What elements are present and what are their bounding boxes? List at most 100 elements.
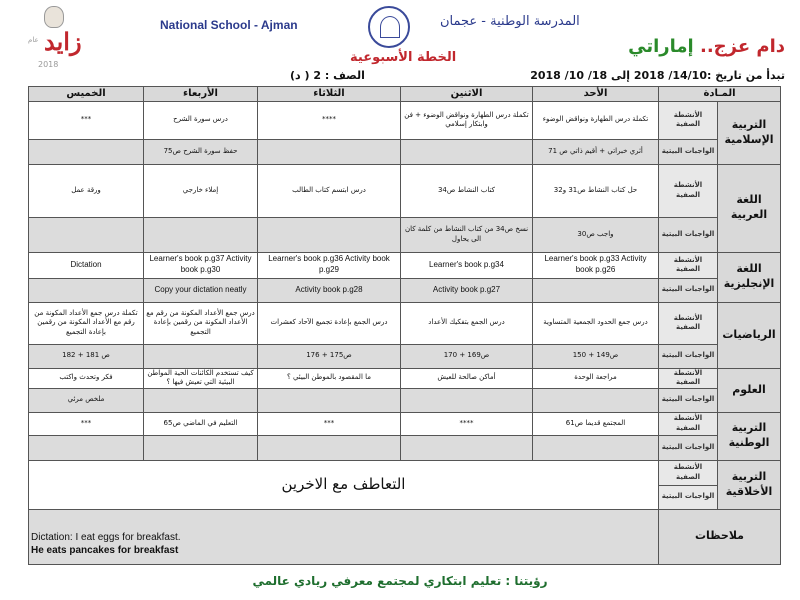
home-cell (143, 434, 258, 461)
class-cell: *** (28, 100, 144, 140)
type-home: الواجبات البيتية (657, 277, 719, 303)
class-cell: حل كتاب النشاط ص31 و32 (532, 163, 659, 218)
class-cell: مراجعة الوحدة (532, 367, 659, 389)
home-row: الواجبات البيتية ملخص مرئي (28, 387, 781, 413)
home-cell: ص169 + 170 (400, 343, 533, 369)
type-home: الواجبات البيتية (657, 387, 719, 413)
notes-label: ملاحظات (657, 508, 782, 565)
home-cell (257, 216, 401, 253)
subject-name: اللغة الإنجليزية (717, 251, 782, 303)
class-row: العلوم الأنشطة الصفية مراجعة الوحدة أماكن ص… (28, 367, 782, 413)
class-cell: إملاء خارجي (143, 163, 258, 218)
page-title: الخطة الأسبوعية (350, 50, 457, 65)
class-cell: أماكن صالحة للعيش (400, 367, 533, 389)
subject-name: الرياضيات (717, 301, 782, 369)
class-cell: فكر وتحدث واكتب (28, 367, 144, 389)
home-row: الواجبات البيتية Activity book p.g27 Activ… (28, 277, 781, 303)
class-cell: **** (257, 100, 401, 140)
logo-year: 2018 (38, 60, 59, 69)
home-cell: ص149 + 150 (532, 343, 659, 369)
class-cell: درس ابتسم كتاب الطالب (257, 163, 401, 218)
home-cell: ملخص مرئي (28, 387, 144, 413)
portrait-icon (44, 6, 64, 28)
date-range: تبدأ من تاريخ :14/10/ 2018 إلى 18/ 10/ 2… (530, 69, 785, 82)
type-home: الواجبات البيتية (657, 343, 719, 369)
slogan-red: دام عزج.. (699, 36, 785, 57)
subject-name: العلوم (717, 367, 782, 413)
home-cell (28, 434, 144, 461)
home-cell (532, 387, 659, 413)
home-cell: ص175 + 176 (257, 343, 401, 369)
subject-name: اللغة العربية (717, 163, 782, 253)
class-cell: تكملة درس الطهارة ونواقض الوضوء (532, 100, 659, 140)
home-cell (28, 138, 144, 165)
home-cell (400, 387, 533, 413)
class-cell: ما المقصود بالموطن البيئي ؟ (257, 367, 401, 389)
home-cell (257, 138, 401, 165)
type-class: الأنشطة الصفية (657, 163, 719, 218)
col-sunday: الأحد (532, 86, 659, 102)
home-cell (28, 216, 144, 253)
notes-line: Dictation: I eat eggs for breakfast. (31, 531, 181, 543)
type-home: الواجبات البيتية (657, 216, 719, 253)
class-row: الرياضيات الأنشطة الصفية درس جمع الحدود ال… (28, 301, 782, 369)
home-cell: نسخ ص34 من كتاب النشاط من كلمة كان الى ي… (400, 216, 533, 253)
zayed-year-logo: عام زايد 2018 (28, 6, 82, 70)
class-row: التربية الوطنية الأنشطة الصفية المجتمع قدي… (28, 411, 782, 461)
class-cell: كيف تستخدم الكائنات الحية المواطن البيئي… (143, 367, 258, 389)
school-emblem-icon (368, 6, 410, 48)
home-cell: واجب ص30 (532, 216, 659, 253)
type-class: الأنشطة الصفية (657, 459, 719, 486)
class-cell: درس الجمع بتفكيك الأعداد (400, 301, 533, 345)
notes-row: ملاحظات Dictation: I eat eggs for breakfa… (28, 508, 782, 565)
class-cell: *** (257, 411, 401, 436)
type-class: الأنشطة الصفية (657, 301, 719, 345)
logo-prefix: عام (28, 36, 39, 44)
home-cell (143, 216, 258, 253)
home-cell (400, 434, 533, 461)
home-cell (28, 277, 144, 303)
home-cell (257, 434, 401, 461)
class-cell: المجتمع قديما ص61 (532, 411, 659, 436)
slogan-green: إماراتي (628, 36, 694, 57)
moral-content: التعاطف مع الاخرين (28, 459, 659, 510)
class-cell: *** (28, 411, 144, 436)
type-home: الواجبات البيتية (657, 138, 719, 165)
class-row: اللغة الإنجليزية الأنشطة الصفية Learner's … (28, 251, 782, 303)
home-cell (400, 138, 533, 165)
class-row: اللغة العربية الأنشطة الصفية حل كتاب النشا… (28, 163, 782, 253)
class-cell: Learner's book p.g37 Activity book p.g30 (143, 251, 258, 279)
subject-name: التربية الأخلاقية (717, 459, 782, 510)
class-cell: Learner's book p.g36 Activity book p.g29 (257, 251, 401, 279)
school-name-en: National School - Ajman (160, 18, 298, 32)
class-cell: درس جمع الأعداد المكونة من رقم مع الأعدا… (143, 301, 258, 345)
type-class: الأنشطة الصفية (657, 367, 719, 389)
home-cell (257, 387, 401, 413)
home-cell (532, 434, 659, 461)
col-tuesday: الثلاثاء (257, 86, 401, 102)
school-name-ar: المدرسة الوطنية - عجمان (440, 14, 580, 29)
home-row: الواجبات البيتية (28, 434, 781, 461)
header-row: المـادة الأحد الاثنين الثلاثاء الأربعاء … (28, 86, 782, 102)
type-class: الأنشطة الصفية (657, 100, 719, 140)
class-cell: درس سورة الشرح (143, 100, 258, 140)
col-subject: المـادة (657, 86, 782, 102)
moral-row-home: الواجبات البيتية (29, 484, 781, 510)
type-home: الواجبات البيتية (657, 484, 719, 510)
class-cell: كتاب النشاط ص34 (400, 163, 533, 218)
slogan: دام عزج.. إماراتي (628, 36, 785, 58)
home-cell: حفظ سورة الشرح ص75 (143, 138, 258, 165)
class-cell: Dictation (28, 251, 144, 279)
home-cell: Activity book p.g28 (257, 277, 401, 303)
col-monday: الاثنين (400, 86, 533, 102)
type-home: الواجبات البيتية (657, 434, 719, 461)
home-row: الواجبات البيتية واجب ص30 نسخ ص34 من كتاب … (28, 216, 781, 253)
home-cell: Copy your dictation neatly (143, 277, 258, 303)
subject-name: التربية الوطنية (717, 411, 782, 461)
subject-name: التربية الإسلامية (717, 100, 782, 165)
col-wednesday: الأربعاء (143, 86, 258, 102)
class-cell: Learner's book p.g33 Activity book p.g26 (532, 251, 659, 279)
type-class: الأنشطة الصفية (657, 251, 719, 279)
type-class: الأنشطة الصفية (657, 411, 719, 436)
class-cell: Learner's book p.g34 (400, 251, 533, 279)
